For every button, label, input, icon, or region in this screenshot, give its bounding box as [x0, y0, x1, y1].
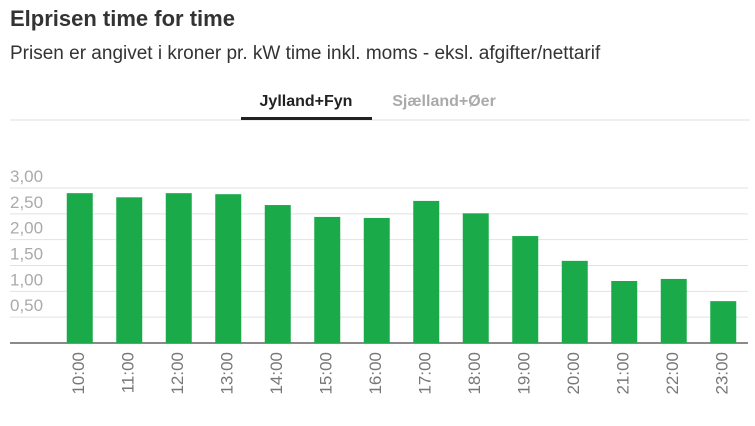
y-tick-label: 3,00 — [10, 167, 43, 186]
tab[interactable]: Sjælland+Øer — [392, 93, 496, 110]
bar — [413, 200, 440, 343]
y-tick-label: 2,00 — [10, 219, 43, 238]
bar — [660, 278, 687, 343]
bar — [165, 193, 192, 343]
x-tick-label: 15:00 — [317, 352, 336, 395]
bar — [462, 213, 489, 343]
x-tick-label: 11:00 — [119, 352, 138, 393]
tab-active[interactable]: Jylland+Fyn — [260, 93, 353, 110]
y-tick-label: 2,50 — [10, 193, 43, 212]
x-tick-label: 22:00 — [663, 352, 682, 395]
x-tick-label: 18:00 — [465, 352, 484, 395]
x-tick-label: 17:00 — [416, 352, 435, 395]
bar — [363, 217, 390, 343]
x-tick-label: 12:00 — [168, 352, 187, 395]
bar — [116, 197, 143, 343]
y-tick-label: 0,50 — [10, 296, 43, 315]
x-tick-label: 16:00 — [366, 352, 385, 395]
x-tick-label: 10:00 — [69, 352, 88, 395]
x-tick-label: 23:00 — [713, 352, 732, 395]
y-tick-label: 1,50 — [10, 245, 43, 264]
tab-underline — [241, 117, 372, 120]
chart-subtitle: Prisen er angivet i kroner pr. kW time i… — [10, 43, 601, 64]
y-tick-label: 1,00 — [10, 270, 43, 289]
x-tick-label: 14:00 — [267, 352, 286, 395]
bar — [512, 236, 539, 343]
bar — [264, 205, 291, 343]
bar — [710, 301, 737, 343]
x-tick-label: 19:00 — [515, 352, 534, 395]
bar — [611, 281, 638, 343]
x-tick-label: 13:00 — [218, 352, 237, 395]
bar — [66, 193, 93, 343]
x-tick-label: 20:00 — [564, 352, 583, 395]
bar — [215, 194, 242, 343]
bar — [561, 260, 588, 343]
x-tick-label: 21:00 — [614, 352, 633, 395]
bar — [314, 216, 341, 343]
chart-title: Elprisen time for time — [10, 6, 235, 31]
